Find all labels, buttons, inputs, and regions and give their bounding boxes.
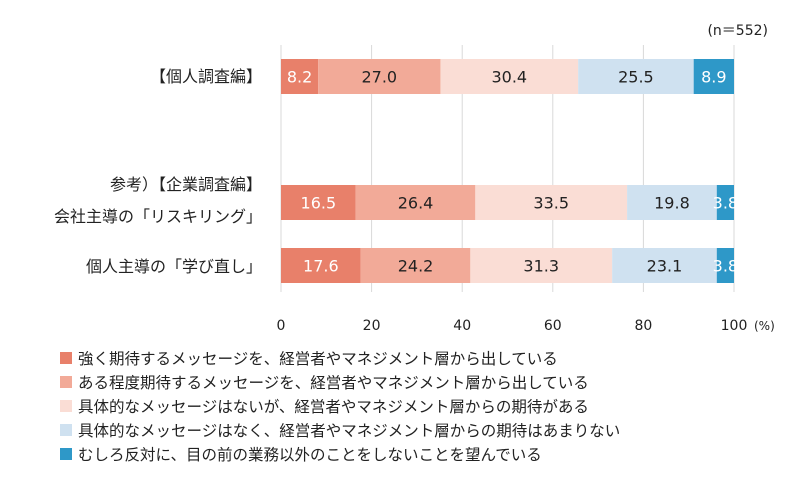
bar-segment <box>281 185 356 220</box>
bar-value-label: 25.5 <box>618 68 654 87</box>
bar-segment <box>716 185 734 220</box>
bar-value-label: 31.3 <box>523 257 559 276</box>
bar-segment <box>475 185 628 220</box>
bar-value-label: 17.6 <box>303 257 339 276</box>
bar-segment <box>612 248 717 283</box>
bar-value-label: 24.2 <box>398 257 434 276</box>
bar-value-label: 19.8 <box>654 194 690 213</box>
bar-value-label: 3.8 <box>713 194 738 213</box>
sample-size-note: (n＝552) <box>707 23 768 39</box>
bar-segment <box>578 59 694 94</box>
x-axis-unit: (%) <box>754 319 775 333</box>
bar-value-label: 8.2 <box>287 68 312 87</box>
bar-segment <box>360 248 471 283</box>
x-tick-label: 80 <box>634 318 652 334</box>
legend-item: むしろ反対に、目の前の業務以外のことをしないことを望んでいる <box>60 442 620 466</box>
legend-swatch <box>60 400 72 412</box>
category-label: 会社主導の「リスキリング」 <box>54 207 262 226</box>
bar-segment <box>440 59 579 94</box>
bar-segment <box>716 248 734 283</box>
bar-value-label: 16.5 <box>301 194 337 213</box>
legend-swatch <box>60 424 72 436</box>
bar-segment <box>318 59 441 94</box>
bar-segment <box>355 185 476 220</box>
bar-segment <box>470 248 613 283</box>
legend-label: ある程度期待するメッセージを、経営者やマネジメント層から出している <box>78 374 589 392</box>
legend-label: 具体的なメッセージはなく、経営者やマネジメント層からの期待はあまりない <box>78 422 621 440</box>
legend-label: 具体的なメッセージはないが、経営者やマネジメント層からの期待がある <box>78 398 589 416</box>
legend-item: 具体的なメッセージはないが、経営者やマネジメント層からの期待がある <box>60 394 620 418</box>
category-label: 参考）【企業調査編】 <box>110 175 262 194</box>
bar-value-label: 30.4 <box>491 68 527 87</box>
category-label: 個人主導の「学び直し」 <box>86 257 262 276</box>
x-tick-label: 40 <box>453 318 471 334</box>
bar-segment <box>281 59 319 94</box>
bar-segment <box>281 248 361 283</box>
x-tick-label: 100 <box>721 318 748 334</box>
stacked-bar-chart: (n＝552) 8.2 27.0 30.4 25.5 8.9 16.5 26.4 33.5 19… <box>54 23 775 334</box>
legend-item: 具体的なメッセージはなく、経営者やマネジメント層からの期待はあまりない <box>60 418 620 442</box>
legend-swatch <box>60 376 72 388</box>
legend-item: ある程度期待するメッセージを、経営者やマネジメント層から出している <box>60 370 620 394</box>
x-tick-label: 60 <box>544 318 562 334</box>
bar-value-label: 3.8 <box>713 257 738 276</box>
x-tick-label: 0 <box>277 318 286 334</box>
bar-segment <box>693 59 734 94</box>
legend-swatch <box>60 352 72 364</box>
bar-value-label: 23.1 <box>647 257 683 276</box>
legend-label: むしろ反対に、目の前の業務以外のことをしないことを望んでいる <box>78 446 542 464</box>
legend-swatch <box>60 448 72 460</box>
legend: 強く期待するメッセージを、経営者やマネジメント層から出している ある程度期待する… <box>60 346 620 466</box>
bar-value-label: 33.5 <box>533 194 569 213</box>
x-tick-label: 20 <box>363 318 381 334</box>
bar-segment <box>627 185 717 220</box>
bar-value-label: 27.0 <box>361 68 397 87</box>
bar-value-label: 8.9 <box>701 68 726 87</box>
bar-value-label: 26.4 <box>398 194 434 213</box>
legend-label: 強く期待するメッセージを、経営者やマネジメント層から出している <box>78 350 558 368</box>
legend-item: 強く期待するメッセージを、経営者やマネジメント層から出している <box>60 346 620 370</box>
category-label: 【個人調査編】 <box>150 67 262 86</box>
